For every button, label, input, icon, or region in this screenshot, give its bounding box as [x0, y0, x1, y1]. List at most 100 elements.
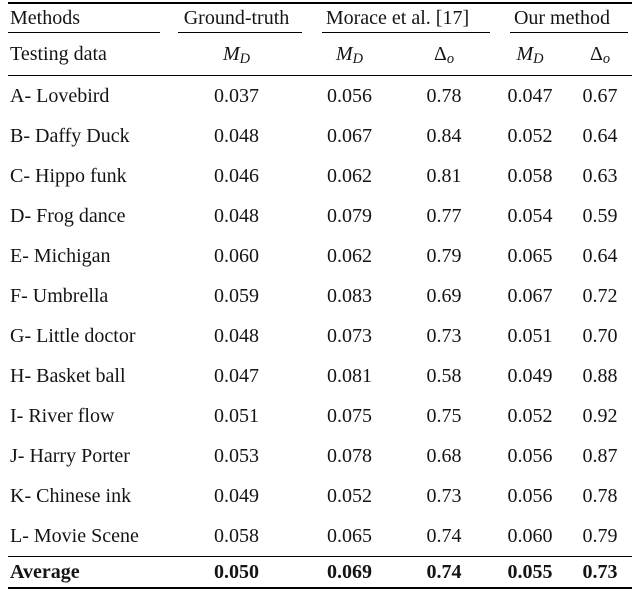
cell-our-delta: 0.88	[582, 364, 618, 387]
header-subrow: Testing data MD MD Δo MD Δo	[8, 33, 632, 76]
row-label: K- Chinese ink	[10, 484, 132, 507]
row-label: H- Basket ball	[10, 364, 126, 387]
cell-our-md: 0.051	[507, 324, 553, 347]
cell-our-delta: 0.73	[582, 560, 618, 583]
cell-gt-md: 0.049	[214, 484, 259, 507]
cell-morace-md: 0.056	[327, 84, 372, 107]
cell-our-md: 0.056	[507, 444, 553, 467]
table-row: F- Umbrella 0.059 0.083 0.69 0.067 0.72	[8, 276, 632, 316]
cell-morace-delta: 0.84	[426, 124, 462, 147]
cell-gt-md: 0.037	[214, 84, 259, 107]
table-row: J- Harry Porter 0.053 0.078 0.68 0.056 0…	[8, 436, 632, 476]
cell-our-delta: 0.70	[582, 324, 618, 347]
cell-our-md: 0.049	[507, 364, 553, 387]
header-morace-delta: Δo	[433, 42, 455, 67]
cell-our-delta: 0.87	[582, 444, 618, 467]
cell-morace-md: 0.075	[327, 404, 372, 427]
cell-our-md: 0.052	[507, 404, 553, 427]
table-row: L- Movie Scene 0.058 0.065 0.74 0.060 0.…	[8, 516, 632, 556]
cell-morace-md: 0.083	[327, 284, 372, 307]
cell-gt-md: 0.050	[214, 560, 259, 583]
header-methods: Methods	[8, 4, 170, 33]
table-row: E- Michigan 0.060 0.062 0.79 0.065 0.64	[8, 236, 632, 276]
cell-gt-md: 0.046	[214, 164, 259, 187]
cell-our-md: 0.058	[507, 164, 553, 187]
header-our-delta: Δo	[589, 42, 611, 67]
row-label: E- Michigan	[10, 244, 111, 267]
cell-gt-md: 0.051	[214, 404, 259, 427]
cell-morace-md: 0.078	[327, 444, 372, 467]
cell-our-md: 0.056	[507, 484, 553, 507]
cell-our-md: 0.065	[507, 244, 553, 267]
cell-morace-delta: 0.81	[426, 164, 462, 187]
cell-gt-md: 0.048	[214, 124, 259, 147]
cell-our-delta: 0.67	[582, 84, 618, 107]
cell-morace-md: 0.052	[327, 484, 372, 507]
cell-our-delta: 0.78	[582, 484, 618, 507]
row-label: A- Lovebird	[10, 84, 110, 107]
cell-gt-md: 0.060	[214, 244, 259, 267]
cell-morace-md: 0.073	[327, 324, 372, 347]
table-row: I- River flow 0.051 0.075 0.75 0.052 0.9…	[8, 396, 632, 436]
cell-morace-delta: 0.75	[426, 404, 462, 427]
header-our-md: MD	[516, 42, 544, 67]
cell-morace-md: 0.065	[327, 524, 372, 547]
cell-morace-delta: 0.69	[426, 284, 462, 307]
bottom-rule	[8, 587, 632, 589]
cell-our-md: 0.047	[507, 84, 553, 107]
cell-our-delta: 0.64	[582, 124, 618, 147]
cell-morace-delta: 0.79	[426, 244, 462, 267]
row-label: I- River flow	[10, 404, 115, 427]
header-group-ground-truth: Ground-truth	[170, 4, 303, 33]
average-row: Average 0.050 0.069 0.74 0.055 0.73	[8, 556, 632, 587]
header-gt-md: MD	[222, 42, 251, 67]
cell-morace-delta: 0.68	[426, 444, 462, 467]
cell-morace-delta: 0.58	[426, 364, 462, 387]
cell-our-md: 0.052	[507, 124, 553, 147]
cell-our-delta: 0.72	[582, 284, 618, 307]
cell-morace-md: 0.081	[327, 364, 372, 387]
table-row: D- Frog dance 0.048 0.079 0.77 0.054 0.5…	[8, 196, 632, 236]
row-label: L- Movie Scene	[10, 524, 139, 547]
cell-our-delta: 0.92	[582, 404, 618, 427]
cell-gt-md: 0.053	[214, 444, 259, 467]
cell-morace-delta: 0.73	[426, 484, 462, 507]
cell-our-delta: 0.64	[582, 244, 618, 267]
cell-gt-md: 0.048	[214, 324, 259, 347]
header-testing-data: Testing data	[10, 42, 107, 65]
cell-our-md: 0.067	[507, 284, 553, 307]
table-row: A- Lovebird 0.037 0.056 0.78 0.047 0.67	[8, 76, 632, 116]
cell-our-md: 0.055	[507, 560, 553, 583]
cell-our-delta: 0.59	[582, 204, 618, 227]
header-group-row: Methods Ground-truth Morace et al. [17] …	[8, 4, 632, 33]
row-label: G- Little doctor	[10, 324, 136, 347]
table-row: K- Chinese ink 0.049 0.052 0.73 0.056 0.…	[8, 476, 632, 516]
cell-our-md: 0.060	[507, 524, 553, 547]
cell-morace-delta: 0.77	[426, 204, 462, 227]
cell-morace-delta: 0.74	[426, 560, 462, 583]
table-row: G- Little doctor 0.048 0.073 0.73 0.051 …	[8, 316, 632, 356]
cell-our-delta: 0.79	[582, 524, 618, 547]
cell-morace-md: 0.062	[327, 244, 372, 267]
cell-morace-md: 0.062	[327, 164, 372, 187]
cell-morace-delta: 0.78	[426, 84, 462, 107]
header-group-morace: Morace et al. [17]	[303, 4, 492, 33]
cell-morace-delta: 0.73	[426, 324, 462, 347]
header-group-our-method: Our method	[492, 4, 632, 33]
row-label: C- Hippo funk	[10, 164, 127, 187]
table-row: C- Hippo funk 0.046 0.062 0.81 0.058 0.6…	[8, 156, 632, 196]
cell-gt-md: 0.047	[214, 364, 259, 387]
row-label: F- Umbrella	[10, 284, 109, 307]
average-label: Average	[10, 560, 80, 583]
cell-gt-md: 0.048	[214, 204, 259, 227]
cell-morace-md: 0.079	[327, 204, 372, 227]
cell-morace-md: 0.069	[327, 560, 372, 583]
row-label: D- Frog dance	[10, 204, 126, 227]
cell-our-delta: 0.63	[582, 164, 618, 187]
cell-our-md: 0.054	[507, 204, 553, 227]
cell-gt-md: 0.058	[214, 524, 259, 547]
row-label: J- Harry Porter	[10, 444, 130, 467]
header-morace-md: MD	[335, 42, 364, 67]
top-rule	[8, 2, 632, 4]
cell-morace-delta: 0.74	[426, 524, 462, 547]
